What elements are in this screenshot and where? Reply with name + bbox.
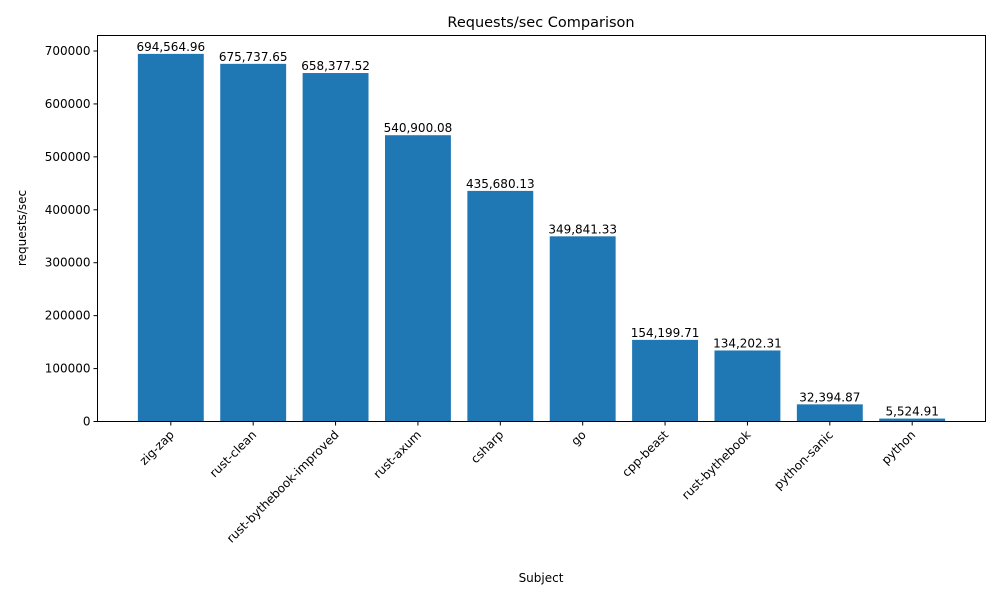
bar (879, 418, 946, 422)
bar (549, 236, 616, 422)
bar (467, 190, 534, 422)
bar (384, 135, 451, 422)
y-axis-label: requests/sec (15, 190, 29, 266)
x-tick-label: cpp-beast (619, 428, 671, 480)
data-label: 540,900.08 (384, 121, 453, 135)
data-label: 349,841.33 (548, 222, 617, 236)
y-tick-label: 0 (83, 415, 91, 429)
x-tick-label: rust-clean (207, 428, 259, 480)
bar (632, 339, 699, 422)
data-label: 5,524.91 (885, 405, 938, 419)
y-tick-label: 700000 (45, 44, 91, 58)
data-label: 32,394.87 (799, 390, 860, 404)
x-tick-label: csharp (468, 428, 506, 466)
data-label: 154,199.71 (631, 326, 700, 340)
data-label: 435,680.13 (466, 177, 535, 191)
y-tick-label: 400000 (45, 203, 91, 217)
bar (796, 404, 863, 422)
y-tick-label: 200000 (45, 309, 91, 323)
plot-frame (97, 35, 986, 422)
x-tick-label: python-sanic (771, 428, 836, 493)
y-tick-label: 500000 (45, 150, 91, 164)
x-tick-label: zig-zap (137, 428, 177, 468)
x-tick-label: rust-bythebook (679, 428, 754, 503)
bar (137, 53, 204, 422)
y-tick-label: 600000 (45, 97, 91, 111)
data-label: 134,202.31 (713, 336, 782, 350)
y-tick-label: 100000 (45, 362, 91, 376)
bar (714, 350, 781, 422)
y-tick-label: 300000 (45, 256, 91, 270)
chart-title: Requests/sec Comparison (447, 15, 634, 31)
bar (302, 73, 369, 422)
x-tick-label: rust-axum (371, 428, 424, 481)
data-label: 658,377.52 (301, 59, 370, 73)
x-tick-label: python (879, 428, 919, 468)
x-axis-label: Subject (519, 571, 564, 585)
data-label: 694,564.96 (136, 40, 205, 54)
data-label: 675,737.65 (219, 50, 288, 64)
bar (220, 63, 287, 422)
x-tick-label: go (568, 428, 588, 448)
